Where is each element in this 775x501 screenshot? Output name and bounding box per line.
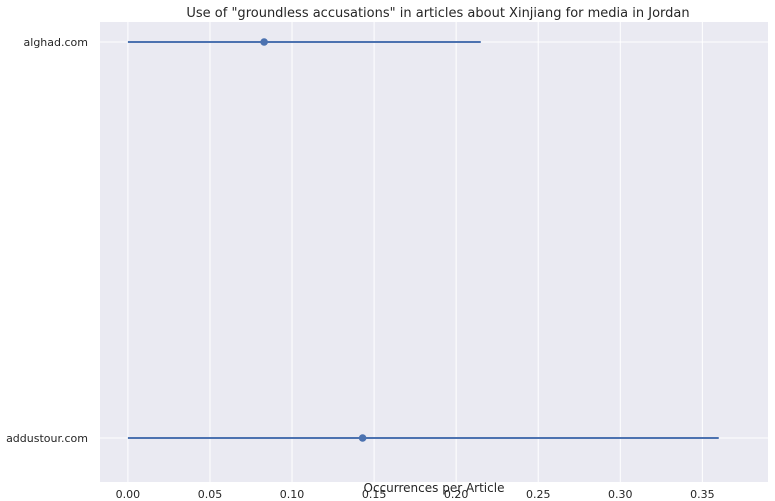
- x-tick-label: 0.15: [362, 488, 387, 501]
- y-tick-label: addustour.com: [6, 432, 88, 445]
- x-tick-label: 0.30: [608, 488, 633, 501]
- chart-title: Use of "groundless accusations" in artic…: [186, 6, 689, 21]
- ticks: 0.00 0.05 0.10 0.15 0.20 0.25 0.30 0.35 alghad.c…: [6, 36, 715, 501]
- x-tick-label: 0.35: [690, 488, 715, 501]
- x-axis-label: Occurrences per Article: [364, 481, 505, 495]
- data-point: [260, 38, 268, 46]
- marks: [127, 38, 719, 442]
- x-tick-label: 0.00: [116, 488, 141, 501]
- x-tick-label: 0.20: [444, 488, 469, 501]
- x-tick-label: 0.05: [198, 488, 223, 501]
- x-tick-label: 0.25: [526, 488, 551, 501]
- plot-area: [100, 22, 768, 482]
- y-tick-label: alghad.com: [24, 36, 88, 49]
- data-point: [358, 434, 367, 442]
- x-tick-label: 0.10: [280, 488, 305, 501]
